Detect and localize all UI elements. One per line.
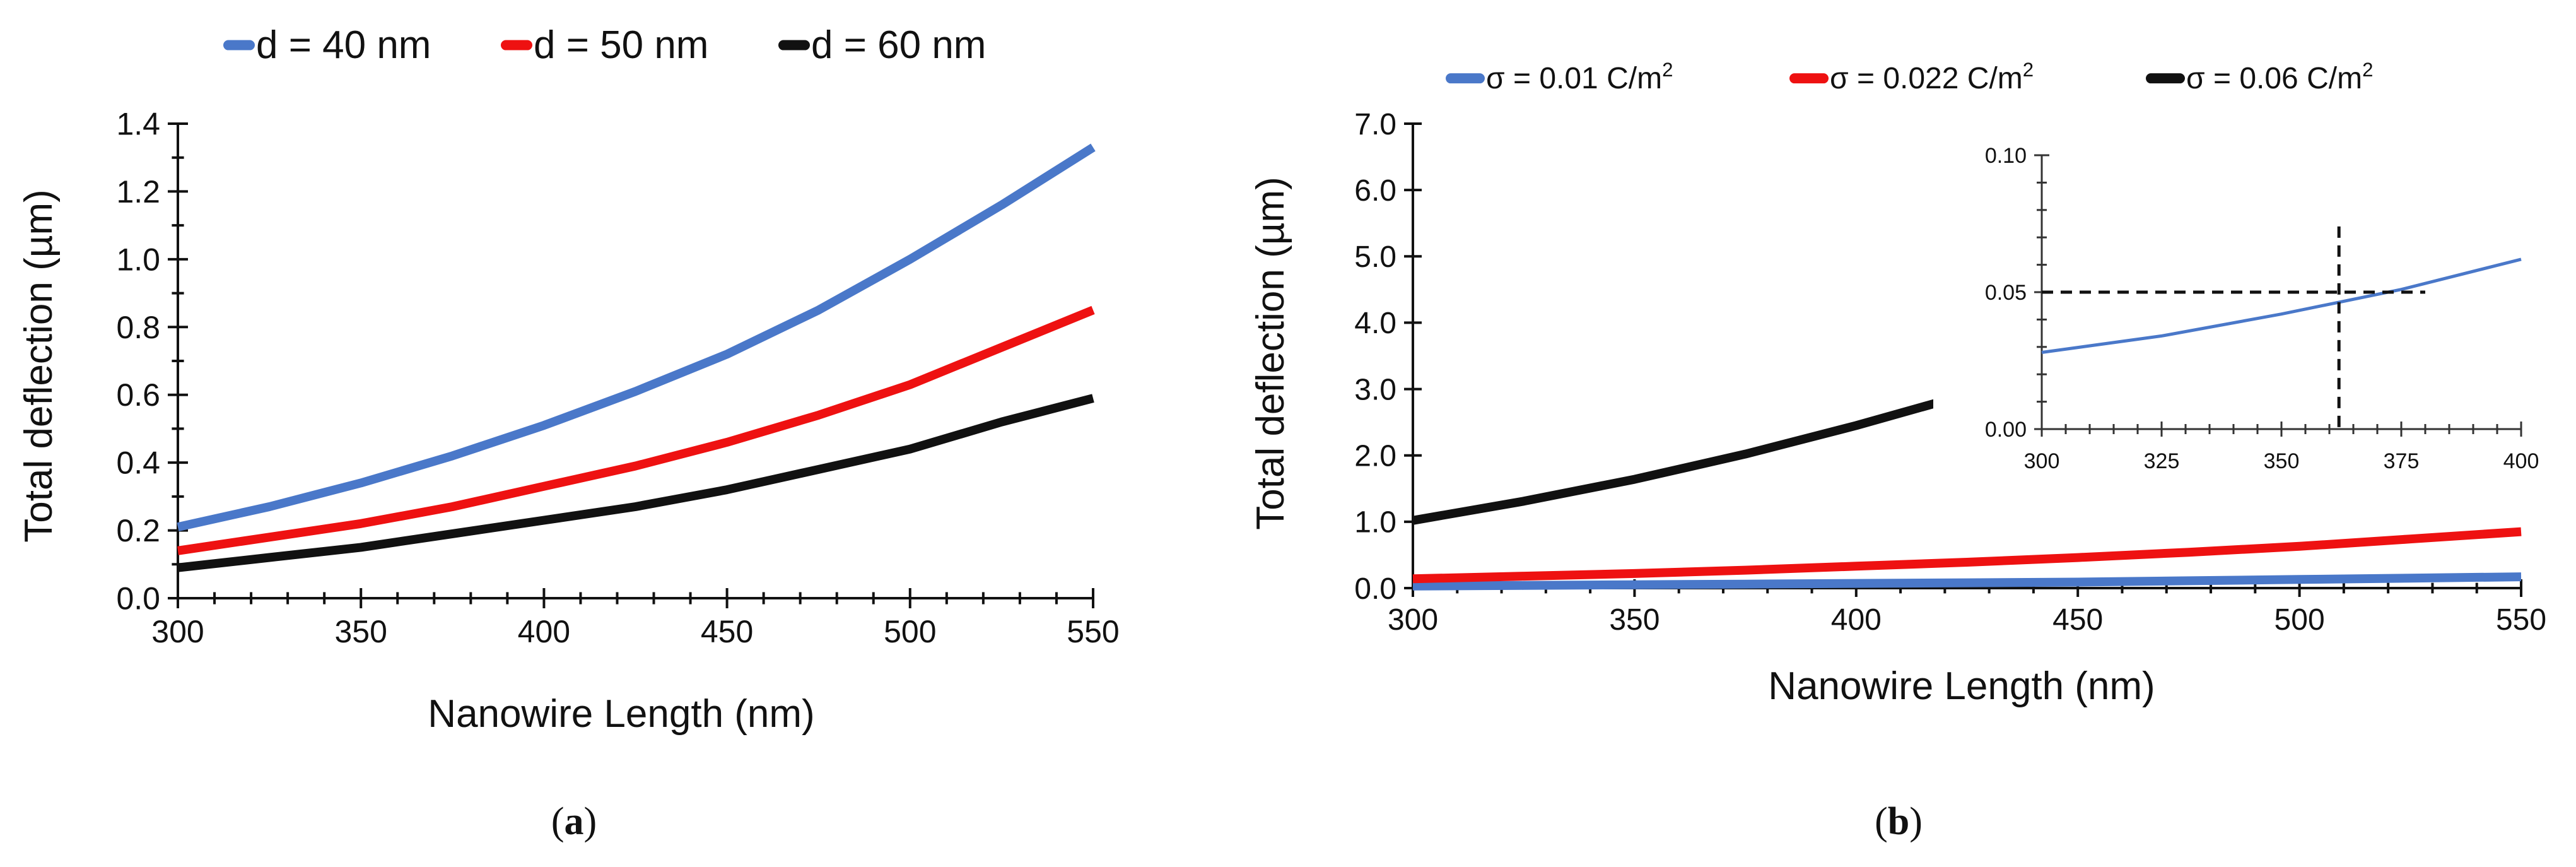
panel-label-b: (b) <box>1875 800 1923 843</box>
y-axis-label-a: Total deflection (µm) <box>17 189 61 542</box>
x-tick-label-b: 400 <box>1831 603 1882 637</box>
y-tick-label-a: 0.8 <box>116 310 160 345</box>
y-tick-label-b: 0.0 <box>1354 572 1396 606</box>
series-group-a <box>177 143 1096 572</box>
x-tick-label-b: 450 <box>2052 603 2103 637</box>
x-tick-label-a: 400 <box>518 614 570 649</box>
legend-superscript-b: 2 <box>1662 59 1673 81</box>
series-line-b <box>1412 527 2522 584</box>
legend-superscript-b: 2 <box>2023 59 2034 81</box>
x-tick-label-b: 300 <box>1388 603 1438 637</box>
chart-panel-a: d = 40 nm d = 50 nm d = 60 nm 0.0 0.2 0.4 0.6… <box>17 23 1120 843</box>
y-tick-label-a: 0.6 <box>116 377 160 413</box>
inset-x-tick-label: 375 <box>2384 449 2420 473</box>
legend-superscript-b: 2 <box>2362 59 2373 81</box>
x-axis-label-b: Nanowire Length (nm) <box>1768 664 2155 708</box>
inset-background <box>1949 126 2542 486</box>
legend-a: d = 40 nm d = 50 nm d = 60 nm <box>223 23 986 67</box>
y-tick-label-b: 1.0 <box>1354 506 1396 540</box>
inset-chart-b: 0.00 0.05 0.10 300 325 350 375 400 <box>1949 126 2542 486</box>
y-tick-label-a: 1.4 <box>116 107 160 142</box>
y-axis-label-b: Total deflection (µm) <box>1249 177 1292 529</box>
legend-label-b: σ = 0.06 C/m2 <box>2186 59 2373 95</box>
axes-a: 0.0 0.2 0.4 0.6 0.8 1.0 1.2 1.4 300 350 400 450 500 5… <box>116 107 1119 650</box>
y-tick-label-a: 0.2 <box>116 513 160 548</box>
legend-label-b: σ = 0.022 C/m2 <box>1830 59 2034 95</box>
legend-label-a: d = 40 nm <box>256 23 431 67</box>
inset-x-tick-label: 350 <box>2264 449 2300 473</box>
series-line-b <box>1412 572 2522 591</box>
x-tick-label-a: 300 <box>151 614 204 649</box>
x-axis-label-a: Nanowire Length (nm) <box>428 692 814 736</box>
series-line-a <box>177 394 1094 572</box>
panel-letter-b: b <box>1888 800 1909 843</box>
inset-x-tick-label: 300 <box>2024 449 2060 473</box>
y-tick-label-b: 6.0 <box>1354 174 1396 208</box>
panel-label-a: (a) <box>551 800 597 843</box>
legend-label-b: σ = 0.01 C/m2 <box>1486 59 1673 95</box>
y-tick-label-b: 2.0 <box>1354 440 1396 473</box>
inset-y-tick-label: 0.00 <box>1985 418 2027 442</box>
y-tick-label-b: 7.0 <box>1354 108 1396 141</box>
x-tick-label-a: 550 <box>1067 614 1119 649</box>
y-tick-label-a: 1.0 <box>116 242 160 277</box>
series-line-a <box>177 305 1095 555</box>
inset-y-tick-label: 0.10 <box>1985 144 2027 168</box>
inset-x-tick-label: 325 <box>2144 449 2180 473</box>
inset-y-tick-label: 0.05 <box>1985 281 2027 305</box>
x-tick-label-b: 550 <box>2496 603 2546 637</box>
y-tick-label-a: 1.2 <box>116 174 160 209</box>
y-tick-label-b: 5.0 <box>1354 240 1396 274</box>
legend-label-a: d = 60 nm <box>811 23 986 67</box>
chart-panel-b: σ = 0.01 C/m2 σ = 0.022 C/m2 σ = 0.06 C/m2… <box>1249 59 2546 843</box>
x-tick-label-b: 350 <box>1609 603 1660 637</box>
y-tick-label-a: 0.0 <box>116 581 160 616</box>
inset-x-tick-label: 400 <box>2503 449 2539 473</box>
panel-letter-a: a <box>565 800 584 843</box>
axes-b: 0.0 1.0 2.0 3.0 4.0 5.0 6.0 7.0 300 350 400 450 500 5… <box>1354 108 2546 637</box>
y-tick-label-b: 4.0 <box>1354 307 1396 340</box>
x-tick-label-a: 350 <box>334 614 387 649</box>
series-line-a <box>177 143 1096 532</box>
y-tick-label-a: 0.4 <box>116 445 160 481</box>
legend-b: σ = 0.01 C/m2 σ = 0.022 C/m2 σ = 0.06 C/m2 <box>1446 59 2373 95</box>
y-tick-label-b: 3.0 <box>1354 373 1396 406</box>
x-tick-label-a: 450 <box>701 614 753 649</box>
legend-label-a: d = 50 nm <box>534 23 708 67</box>
x-tick-label-a: 500 <box>884 614 936 649</box>
x-tick-label-b: 500 <box>2274 603 2325 637</box>
inset-series-line <box>2041 257 2522 354</box>
